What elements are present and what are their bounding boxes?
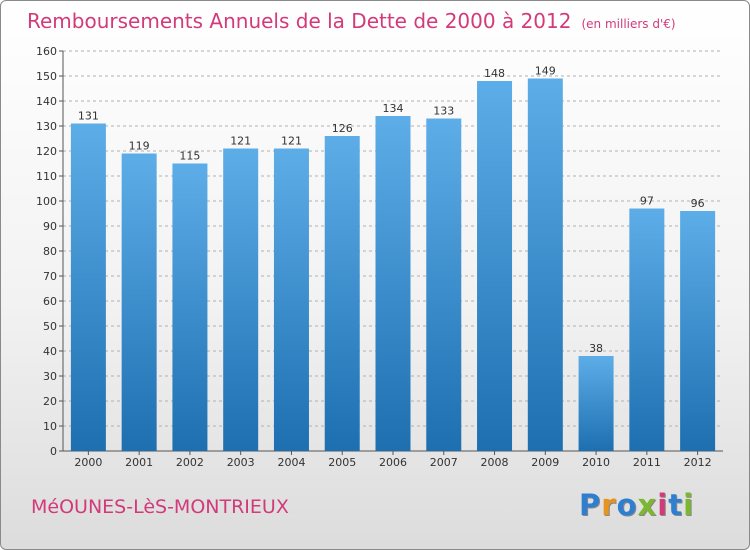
commune-name: MéOUNES-LèS-MONTRIEUX — [31, 496, 289, 518]
y-tick-label: 160 — [36, 45, 57, 58]
bar — [375, 116, 411, 451]
proxiti-logo: Proxiti — [579, 488, 694, 522]
y-tick-label: 150 — [36, 70, 57, 83]
chart-title-text: Remboursements Annuels de la Dette de 20… — [27, 9, 572, 33]
data-label: 131 — [78, 110, 99, 123]
logo-letter: P — [579, 488, 602, 522]
data-label: 121 — [281, 135, 302, 148]
data-label: 119 — [129, 140, 150, 153]
bar — [629, 208, 665, 451]
x-tick-label: 2001 — [125, 456, 153, 469]
logo-letter: x — [637, 488, 658, 522]
bar — [680, 211, 716, 451]
y-tick-label: 40 — [43, 345, 57, 358]
x-tick-label: 2010 — [582, 456, 610, 469]
y-tick-label: 30 — [43, 370, 57, 383]
y-tick-label: 90 — [43, 220, 57, 233]
bar — [527, 78, 563, 451]
x-tick-label: 2004 — [277, 456, 305, 469]
chart-title: Remboursements Annuels de la Dette de 20… — [27, 9, 676, 33]
x-tick-label: 2002 — [176, 456, 204, 469]
y-tick-label: 130 — [36, 120, 57, 133]
logo-letter: i — [657, 488, 669, 522]
bar — [477, 81, 513, 451]
bar — [273, 148, 309, 451]
y-tick-label: 20 — [43, 395, 57, 408]
logo-letter: i — [683, 488, 695, 522]
data-label: 148 — [484, 67, 505, 80]
data-label: 134 — [383, 102, 404, 115]
x-tick-label: 2005 — [328, 456, 356, 469]
data-label: 126 — [332, 122, 353, 135]
x-tick-label: 2006 — [379, 456, 407, 469]
x-tick-label: 2009 — [531, 456, 559, 469]
y-tick-label: 50 — [43, 320, 57, 333]
bar — [324, 136, 360, 451]
data-label: 97 — [640, 195, 654, 208]
y-tick-label: 140 — [36, 95, 57, 108]
y-tick-label: 100 — [36, 195, 57, 208]
data-label: 121 — [230, 135, 251, 148]
y-tick-label: 80 — [43, 245, 57, 258]
data-label: 96 — [691, 197, 705, 210]
data-label: 149 — [535, 65, 556, 78]
bar — [426, 118, 462, 451]
data-label: 38 — [589, 342, 603, 355]
x-tick-label: 2003 — [227, 456, 255, 469]
y-tick-label: 120 — [36, 145, 57, 158]
data-label: 115 — [179, 150, 200, 163]
x-tick-label: 2012 — [684, 456, 712, 469]
y-tick-label: 0 — [50, 445, 57, 458]
logo-letter: o — [616, 488, 638, 522]
bar — [223, 148, 259, 451]
x-tick-label: 2008 — [481, 456, 509, 469]
x-tick-label: 2000 — [74, 456, 102, 469]
x-tick-label: 2011 — [633, 456, 661, 469]
y-tick-label: 60 — [43, 295, 57, 308]
y-tick-label: 10 — [43, 420, 57, 433]
data-label: 133 — [433, 105, 454, 118]
x-tick-label: 2007 — [430, 456, 458, 469]
bar — [70, 123, 106, 451]
bar — [578, 356, 614, 451]
chart-unit: (en milliers d'€) — [581, 17, 676, 31]
y-tick-label: 70 — [43, 270, 57, 283]
y-tick-label: 110 — [36, 170, 57, 183]
bar — [121, 153, 157, 451]
bar — [172, 163, 208, 451]
logo-letter: r — [601, 488, 617, 522]
logo-letter: t — [668, 488, 684, 522]
